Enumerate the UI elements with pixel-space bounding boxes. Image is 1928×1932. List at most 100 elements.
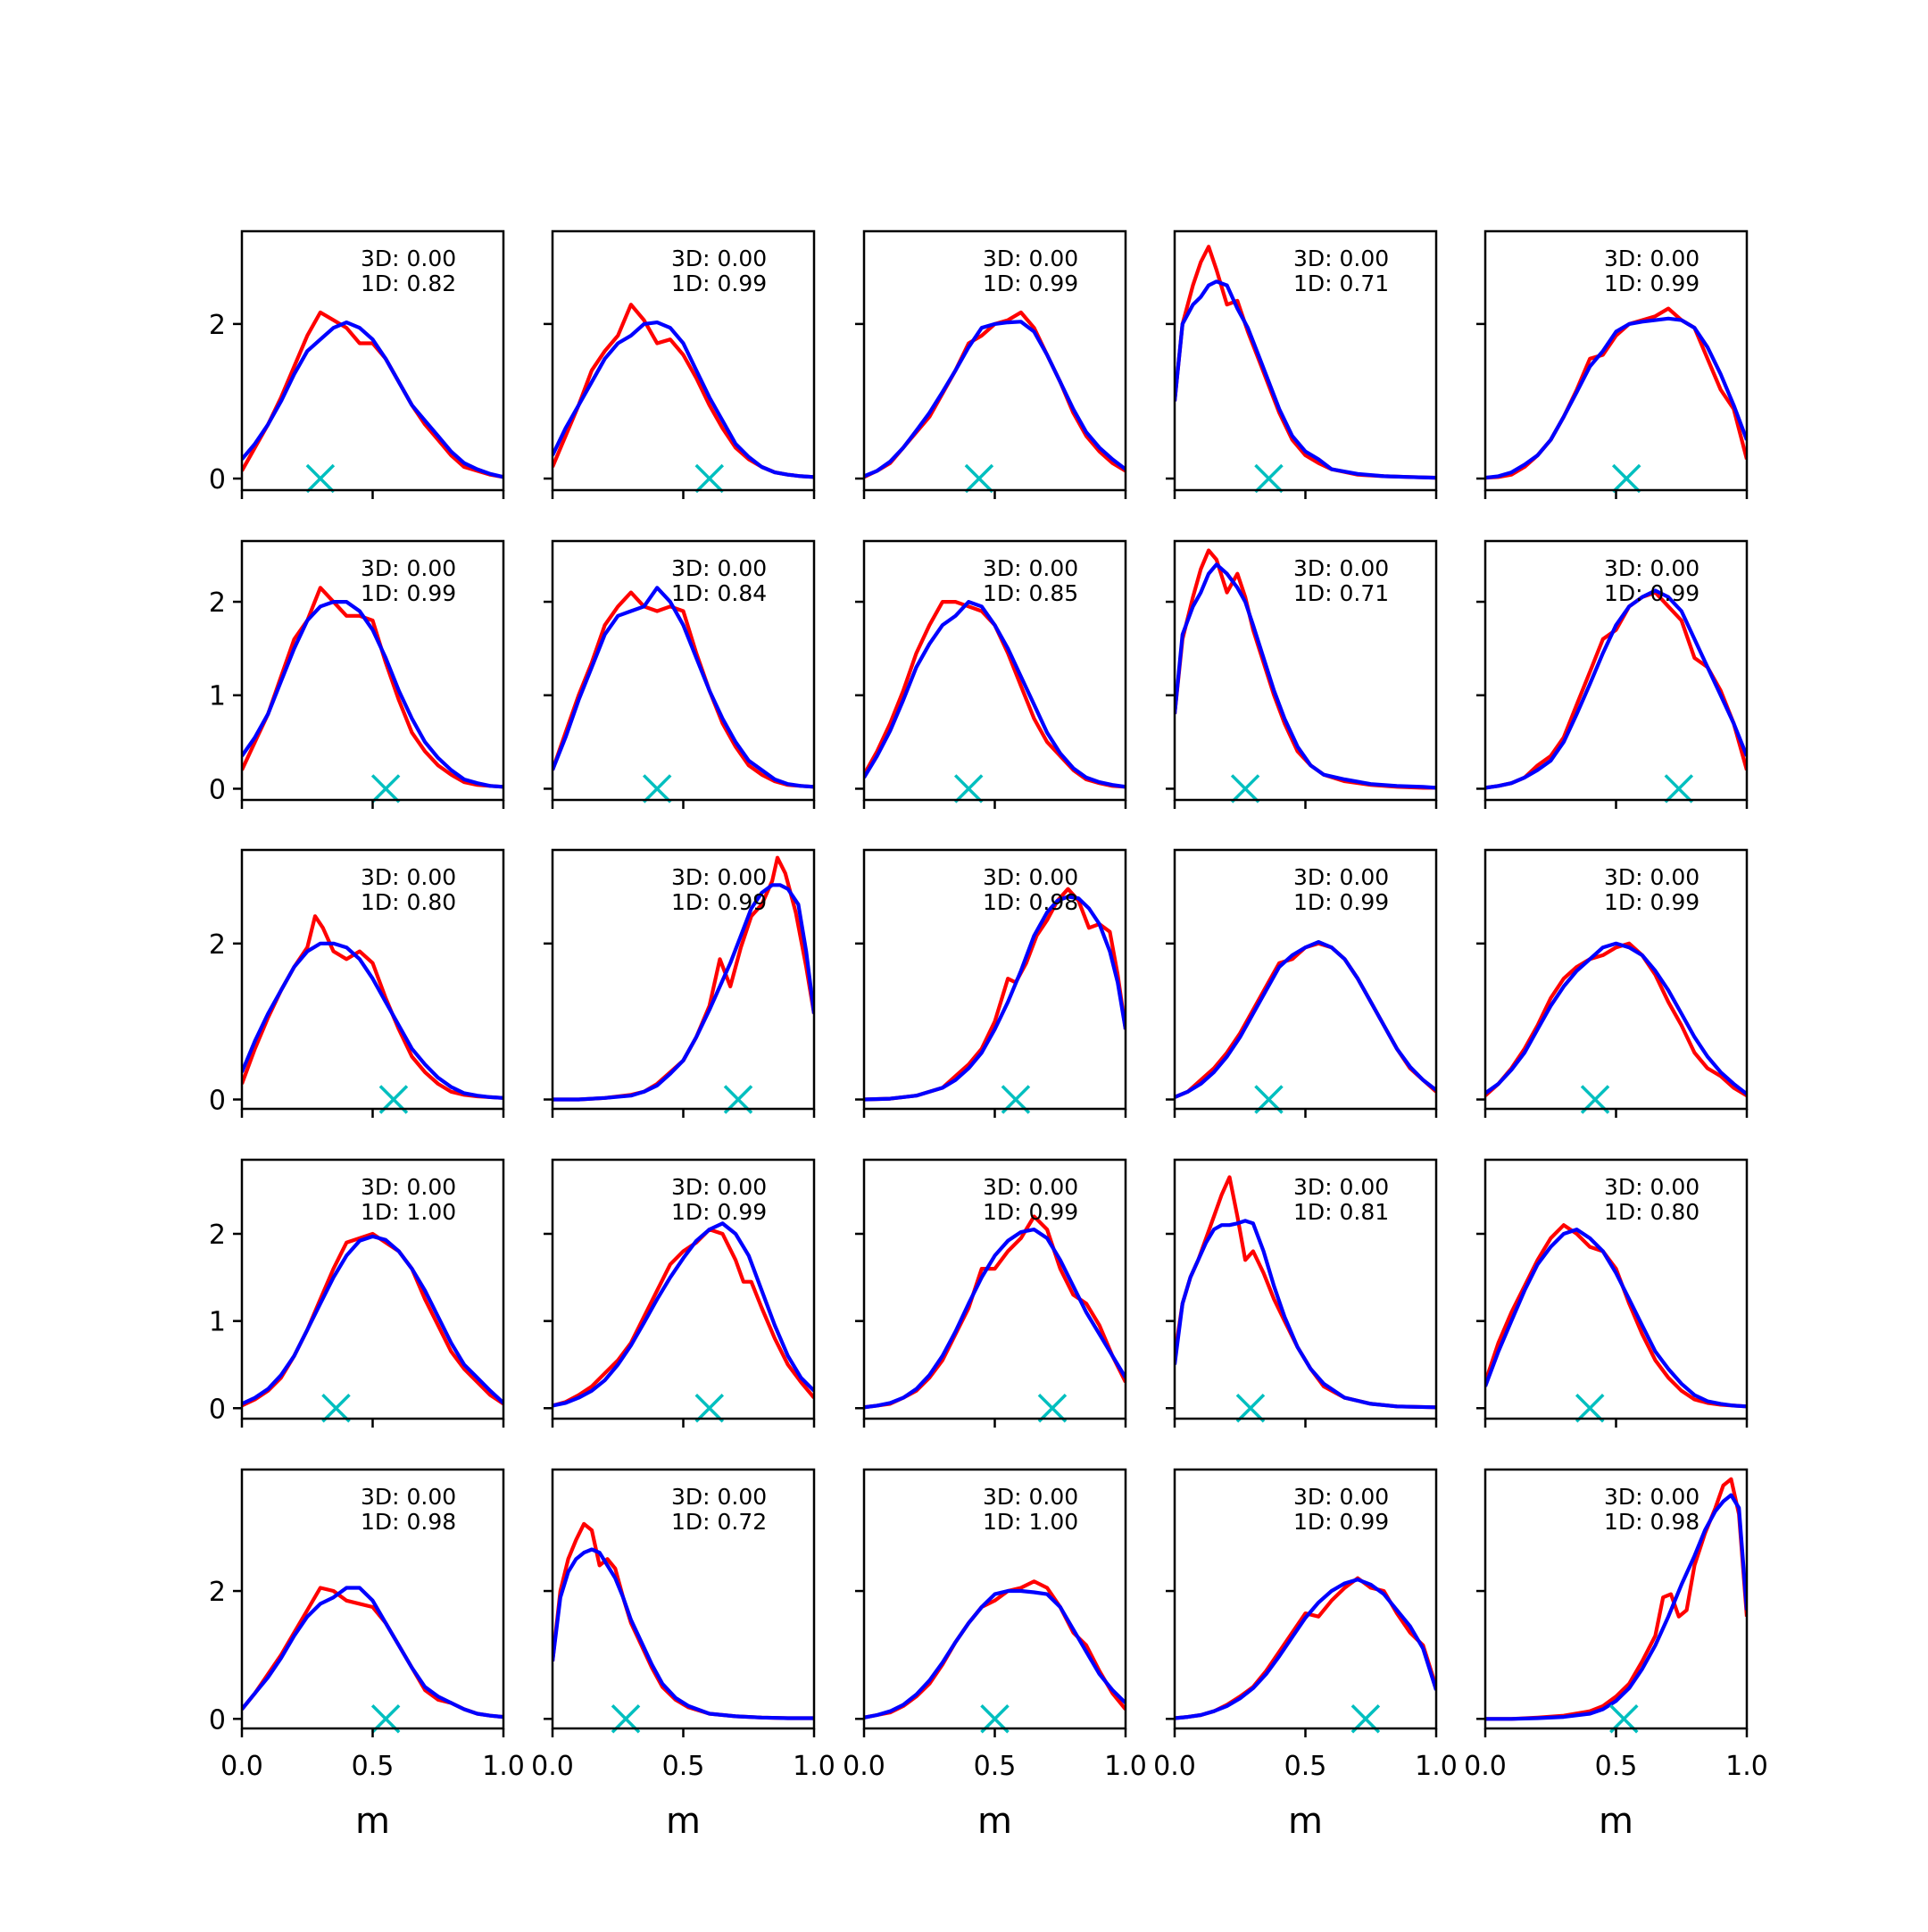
annotation-3d: 3D: 0.00 (671, 555, 767, 581)
y-tick-label: 2 (209, 1220, 226, 1251)
series-a-line (242, 586, 503, 789)
annotation-1d: 1D: 1.00 (361, 1199, 456, 1225)
series-b-line (553, 1547, 814, 1720)
series-b-line (553, 321, 814, 479)
x-axis-label: m (1599, 1801, 1633, 1842)
series-b-line (242, 321, 503, 479)
annotation-3d: 3D: 0.00 (983, 555, 1078, 581)
y-tick-label: 0 (209, 1704, 226, 1736)
annotation-3d: 3D: 0.00 (361, 1484, 456, 1510)
x-marker-stroke (694, 1394, 725, 1423)
annotation-1d: 1D: 0.98 (983, 889, 1078, 915)
x-marker (370, 774, 401, 804)
series-a-line (242, 1231, 503, 1408)
y-tick-label: 1 (209, 1307, 226, 1338)
x-marker (1230, 774, 1260, 804)
annotation-3d: 3D: 0.00 (1604, 555, 1699, 581)
annotation-1d: 1D: 0.99 (983, 271, 1078, 296)
annotation-3d: 3D: 0.00 (1293, 555, 1389, 581)
annotation-3d: 3D: 0.00 (671, 246, 767, 271)
series-b-line (1175, 562, 1436, 790)
x-marker-stroke (1575, 1394, 1605, 1423)
series-a-line (1485, 1223, 1747, 1409)
x-tick-label: 1.0 (1415, 1751, 1458, 1782)
annotation-3d: 3D: 0.00 (1604, 864, 1699, 890)
annotation-1d: 1D: 0.99 (1293, 889, 1389, 915)
x-axis-label: m (666, 1801, 701, 1842)
x-marker-stroke (694, 463, 725, 494)
annotation-1d: 1D: 0.99 (671, 271, 767, 296)
series-b-line (553, 586, 814, 789)
series-a-line (864, 599, 1126, 789)
series-b-line (242, 1234, 503, 1406)
x-marker (964, 463, 994, 494)
annotation-3d: 3D: 0.00 (1604, 1174, 1699, 1200)
annotation-1d: 1D: 0.99 (1604, 580, 1699, 606)
series-b-line (864, 1227, 1126, 1410)
x-marker (1037, 1394, 1068, 1423)
y-tick-label: 0 (209, 1086, 226, 1117)
x-marker-stroke (964, 463, 994, 494)
x-axis-label: m (977, 1801, 1012, 1842)
series-b-line (1175, 939, 1436, 1099)
series-a-line (242, 310, 503, 479)
series-a-line (242, 1586, 503, 1720)
series-b-line (1175, 1578, 1436, 1720)
y-tick-label: 2 (209, 310, 226, 341)
series-b-line (242, 941, 503, 1100)
x-tick-label: 0.0 (220, 1751, 263, 1782)
y-tick-label: 0 (209, 464, 226, 495)
annotation-1d: 1D: 0.99 (983, 1199, 1078, 1225)
y-tick-label: 2 (209, 929, 226, 961)
x-tick-label: 1.0 (793, 1751, 835, 1782)
series-b-line (242, 1586, 503, 1720)
x-marker-stroke (1254, 463, 1284, 494)
x-marker-stroke (1664, 774, 1694, 804)
annotation-1d: 1D: 0.80 (361, 889, 456, 915)
series-a-line (1485, 941, 1747, 1098)
x-tick-label: 0.5 (1284, 1751, 1327, 1782)
annotation-3d: 3D: 0.00 (983, 864, 1078, 890)
annotation-3d: 3D: 0.00 (671, 1484, 767, 1510)
annotation-1d: 1D: 0.98 (1604, 1509, 1699, 1535)
annotation-3d: 3D: 0.00 (1293, 246, 1389, 271)
annotation-1d: 1D: 0.99 (361, 580, 456, 606)
annotation-3d: 3D: 0.00 (1293, 1484, 1389, 1510)
x-tick-label: 0.0 (1153, 1751, 1196, 1782)
series-a-line (553, 303, 814, 479)
x-marker-stroke (1235, 1394, 1266, 1423)
y-tick-label: 0 (209, 774, 226, 805)
series-b-line (864, 599, 1126, 789)
x-marker-stroke (305, 463, 336, 494)
series-a-line (242, 914, 503, 1100)
x-tick-label: 0.0 (843, 1751, 885, 1782)
x-marker (1254, 463, 1284, 494)
annotation-3d: 3D: 0.00 (983, 246, 1078, 271)
x-marker-stroke (370, 774, 401, 804)
series-a-line (553, 590, 814, 789)
annotation-3d: 3D: 0.00 (983, 1174, 1078, 1200)
series-b-line (1175, 1219, 1436, 1410)
y-tick-label: 2 (209, 1577, 226, 1608)
annotation-1d: 1D: 0.99 (1604, 271, 1699, 296)
x-tick-label: 0.5 (662, 1751, 705, 1782)
x-marker-stroke (1230, 774, 1260, 804)
annotation-1d: 1D: 1.00 (983, 1509, 1078, 1535)
annotation-3d: 3D: 0.00 (671, 1174, 767, 1200)
x-axis-label: m (1288, 1801, 1323, 1842)
annotation-1d: 1D: 0.99 (1604, 889, 1699, 915)
x-tick-label: 1.0 (1104, 1751, 1147, 1782)
